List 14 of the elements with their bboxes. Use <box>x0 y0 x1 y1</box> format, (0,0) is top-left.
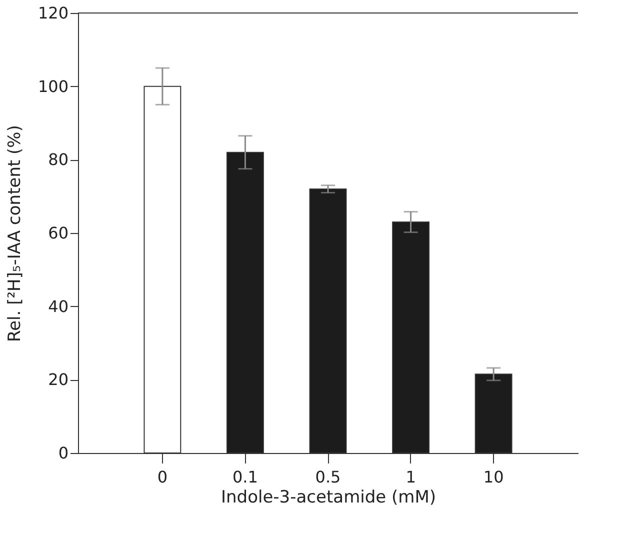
y-tick-label: 20 <box>48 370 68 390</box>
x-tick-label: 1 <box>406 468 416 486</box>
y-tick-label: 40 <box>48 296 68 316</box>
x-axis-title: Indole-3-acetamide (mM) <box>221 488 436 508</box>
y-tick-label: 120 <box>38 4 68 22</box>
y-tick-label: 80 <box>48 150 68 170</box>
x-tick-label: 0.5 <box>315 468 341 486</box>
y-axis-title: Rel. [²H]₅-IAA content (%) <box>4 125 25 342</box>
x-tick-label: 10 <box>483 468 504 486</box>
y-tick-label: 60 <box>48 224 68 242</box>
x-tick-label: 0 <box>157 468 168 486</box>
y-tick-label: 0 <box>58 444 68 462</box>
x-tick-label: 0.1 <box>232 468 258 486</box>
y-tick-label: 100 <box>38 76 68 96</box>
